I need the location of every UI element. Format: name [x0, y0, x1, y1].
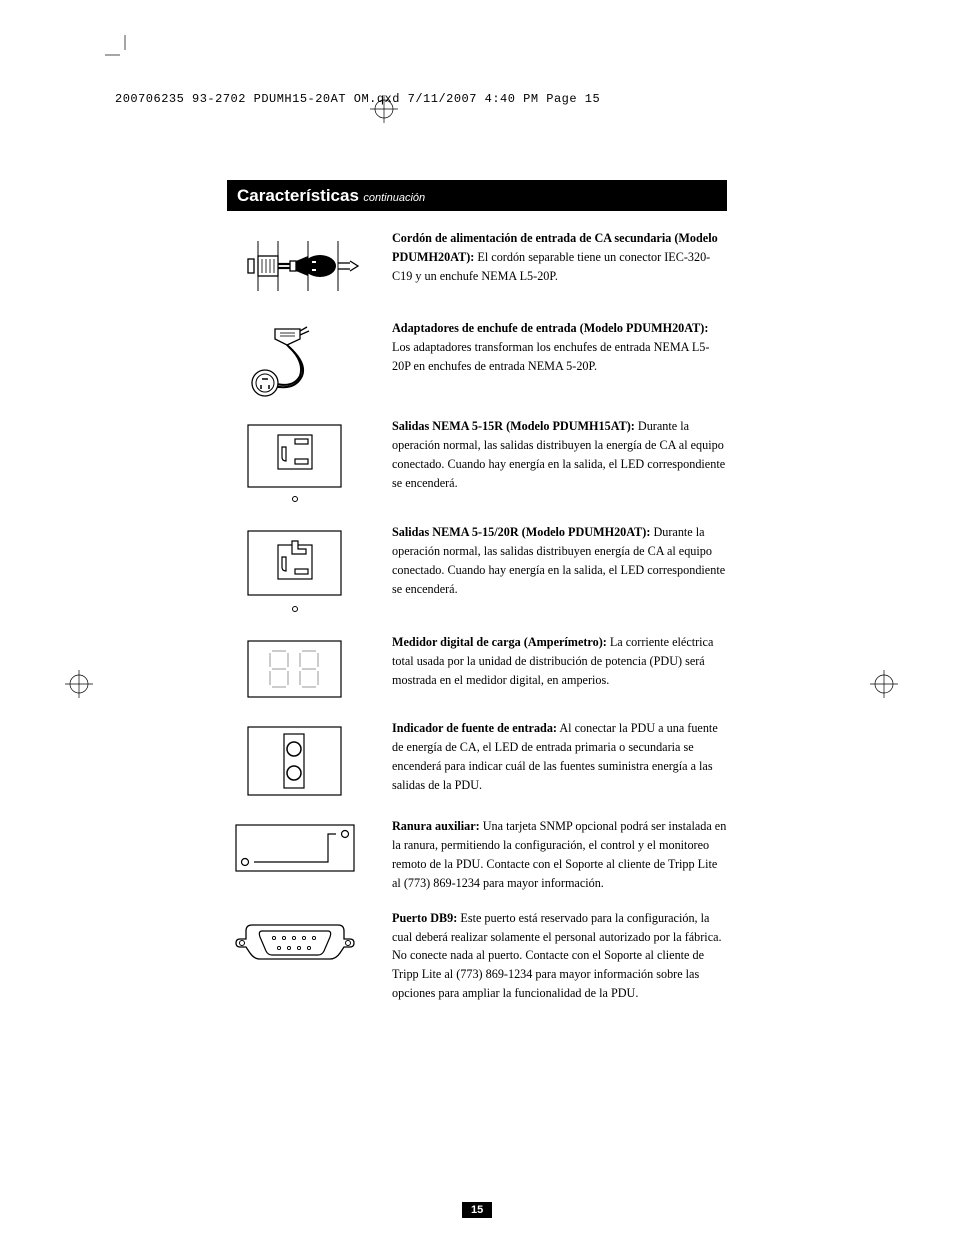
feature-row: Salidas NEMA 5-15R (Modelo PDUMH15AT): D…: [227, 417, 727, 507]
section-title: Características: [237, 186, 359, 205]
plug-adapter-icon: [227, 319, 362, 401]
accessory-slot-icon: [227, 817, 362, 877]
feature-row: Adaptadores de enchufe de entrada (Model…: [227, 319, 727, 401]
feature-text: Salidas NEMA 5-15/20R (Modelo PDUMH20AT)…: [362, 523, 727, 599]
feature-text: Salidas NEMA 5-15R (Modelo PDUMH15AT): D…: [362, 417, 727, 493]
feature-row: Medidor digital de carga (Amperímetro): …: [227, 633, 727, 703]
feature-text: Indicador de fuente de entrada: Al conec…: [362, 719, 727, 795]
power-cord-icon: [227, 229, 362, 303]
feature-text: Puerto DB9: Este puerto está reservado p…: [362, 909, 727, 1004]
feature-text: Ranura auxiliar: Una tarjeta SNMP opcion…: [362, 817, 727, 893]
registration-mark-right: [870, 670, 898, 698]
outlet-520r-icon: [227, 523, 362, 617]
feature-row: Salidas NEMA 5-15/20R (Modelo PDUMH20AT)…: [227, 523, 727, 617]
page-number: 15: [462, 1202, 492, 1218]
feature-text: Cordón de alimentación de entrada de CA …: [362, 229, 727, 286]
section-header: Características continuación: [227, 180, 727, 211]
page-content: Características continuación: [227, 180, 727, 1019]
registration-mark-top: [370, 95, 398, 123]
feature-row: Indicador de fuente de entrada: Al conec…: [227, 719, 727, 801]
feature-row: Puerto DB9: Este puerto está reservado p…: [227, 909, 727, 1004]
feature-text: Medidor digital de carga (Amperímetro): …: [362, 633, 727, 690]
section-subtitle: continuación: [363, 192, 425, 204]
digital-meter-icon: [227, 633, 362, 703]
registration-mark-left: [65, 670, 93, 698]
feature-row: Ranura auxiliar: Una tarjeta SNMP opcion…: [227, 817, 727, 893]
crop-mark-tl: [105, 35, 130, 60]
outlet-515r-icon: [227, 417, 362, 507]
feature-text: Adaptadores de enchufe de entrada (Model…: [362, 319, 727, 376]
print-header: 200706235 93-2702 PDUMH15-20AT OM.qxd 7/…: [115, 92, 600, 106]
source-indicator-icon: [227, 719, 362, 801]
feature-row: Cordón de alimentación de entrada de CA …: [227, 229, 727, 303]
db9-port-icon: [227, 909, 362, 971]
